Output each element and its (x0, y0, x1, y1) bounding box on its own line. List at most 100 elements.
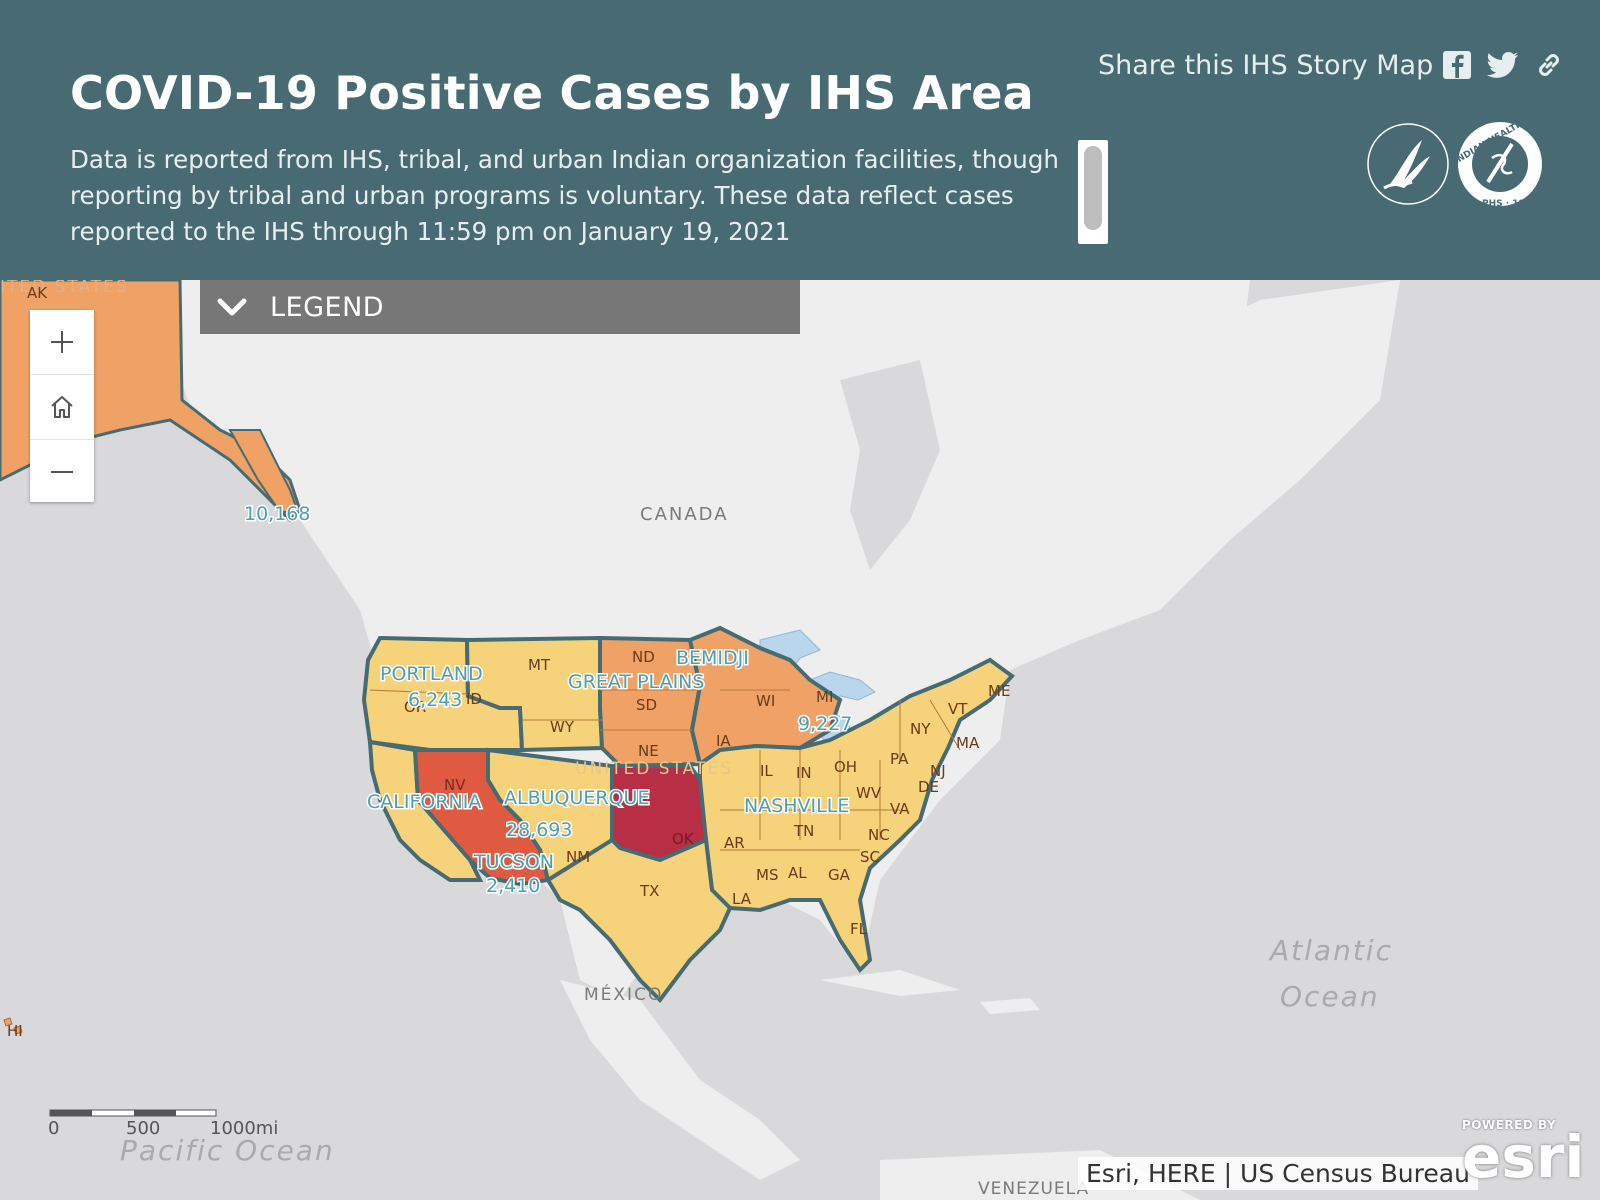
area-cases-albuquerque: 28,693 (506, 819, 572, 841)
state-label-ny: NY (910, 720, 931, 738)
state-label-hi: HI (7, 1022, 23, 1040)
state-label-me: ME (988, 682, 1010, 700)
greenland-landmass (1120, 280, 1250, 410)
area-cases-alaska: 10,168 (244, 503, 310, 525)
state-label-mi: MI (816, 688, 833, 706)
state-label-vt: VT (948, 700, 968, 718)
esri-wordmark: esri (1462, 1123, 1585, 1191)
state-label-id: ID (466, 690, 482, 708)
map-canvas[interactable]: CANADA MÉXICO UNITED STATES ITED STATES … (0, 280, 1600, 1200)
state-label-wy: WY (550, 718, 575, 736)
state-label-sc: SC (860, 848, 880, 866)
state-label-in: IN (796, 764, 812, 782)
state-label-ak: AK (27, 284, 48, 302)
svg-text:PHS · 1955: PHS · 1955 (1482, 199, 1537, 209)
twitter-icon[interactable] (1486, 48, 1520, 82)
label-atlantic-line1: Atlantic (1268, 934, 1393, 967)
state-label-ia: IA (716, 732, 731, 750)
ihs-area-labels: PORTLAND 6,243 CALIFORNIA ALBUQUERQUE 28… (243, 502, 854, 899)
alaska-panhandle (228, 429, 300, 513)
share-icons (1440, 48, 1566, 82)
state-label-oh: OH (834, 758, 857, 776)
esri-powered-label: POWERED BY (1462, 1118, 1557, 1132)
state-label-de: DE (918, 778, 939, 796)
scale-tick-1000: 1000mi (210, 1118, 278, 1139)
link-icon[interactable] (1532, 48, 1566, 82)
chevron-down-icon (217, 298, 247, 316)
state-label-nm: NM (566, 848, 590, 866)
label-usa: UNITED STATES (575, 759, 733, 779)
area-cases-portland: 6,243 (408, 689, 462, 711)
hispaniola-island (980, 998, 1040, 1014)
state-label-va: VA (890, 800, 910, 818)
label-mexico: MÉXICO (584, 983, 663, 1005)
area-label-tucson: TUCSON (473, 851, 554, 873)
state-label-tx: TX (639, 882, 659, 900)
scale-tick-500: 500 (126, 1118, 160, 1139)
area-label-great-plains: GREAT PLAINS (568, 671, 704, 693)
page-subtitle: Data is reported from IHS, tribal, and u… (70, 145, 1059, 246)
scale-tick-0: 0 (48, 1118, 59, 1139)
central-america-landmass (560, 980, 800, 1180)
state-label-al: AL (788, 864, 807, 882)
state-label-tn: TN (793, 822, 814, 840)
label-venezuela: VENEZUELA (978, 1179, 1089, 1199)
state-label-wi: WI (756, 692, 775, 710)
state-label-nv: NV (444, 776, 466, 794)
label-atlantic-line2: Ocean (1280, 980, 1380, 1013)
state-label-il: IL (760, 762, 773, 780)
state-labels: AK HI OR ID MT WY ND SD NE IA WI MI IL I… (7, 284, 1010, 1040)
state-label-la: LA (732, 890, 752, 908)
label-usa-alaska: ITED STATES (0, 280, 129, 297)
zoom-in-button[interactable] (30, 310, 94, 375)
area-cases-bemidji: 9,227 (798, 713, 852, 735)
state-label-fl: FL (850, 920, 868, 938)
state-label-ga: GA (828, 866, 851, 884)
area-label-california: CALIFORNIA (367, 791, 481, 813)
share-label: Share this IHS Story Map (1098, 50, 1434, 81)
area-label-albuquerque: ALBUQUERQUE (504, 787, 649, 809)
label-pacific: Pacific Ocean (120, 1134, 335, 1167)
state-label-ne: NE (638, 742, 659, 760)
texas-region (545, 837, 733, 1004)
bemidji-area (687, 625, 843, 768)
area-label-nashville: NASHVILLE (744, 795, 849, 817)
state-label-ms: MS (756, 866, 778, 884)
state-label-nd: ND (632, 648, 655, 666)
nashville-area (698, 657, 1015, 974)
map-attribution[interactable]: Esri, HERE | US Census Bureau (1078, 1157, 1478, 1190)
story-header: COVID-19 Positive Cases by IHS Area Data… (0, 0, 1600, 280)
esri-logo[interactable]: POWERED BY esri (1462, 1118, 1592, 1188)
scale-bar: 0 500 1000mi (48, 1109, 278, 1139)
legend-toggle[interactable]: LEGEND (200, 280, 800, 334)
home-button[interactable] (30, 375, 94, 440)
state-label-nc: NC (868, 826, 890, 844)
state-label-ma: MA (956, 734, 980, 752)
state-label-ar: AR (724, 834, 745, 852)
home-icon (51, 396, 73, 418)
area-label-portland: PORTLAND (380, 663, 483, 685)
cuba-island (820, 970, 960, 996)
facebook-icon[interactable] (1440, 48, 1474, 82)
hhs-ihs-seal-logo: INDIAN HEALTH SERVICE PHS · 1955 (1367, 112, 1560, 209)
state-label-mt: MT (528, 656, 551, 674)
page-title: COVID-19 Positive Cases by IHS Area (70, 66, 1034, 120)
legend-label: LEGEND (270, 291, 385, 323)
label-canada: CANADA (640, 504, 729, 525)
plus-icon (51, 331, 73, 353)
hawaii-islands (3, 1017, 23, 1035)
minus-icon (51, 471, 73, 473)
state-label-sd: SD (636, 696, 657, 714)
state-label-or: OR (404, 698, 426, 716)
scrollbar-thumb[interactable] (1084, 146, 1102, 230)
zoom-controls (30, 310, 94, 502)
phoenix-area (412, 748, 551, 887)
state-label-ok: OK (672, 830, 695, 848)
state-label-wv: WV (856, 784, 882, 802)
state-label-pa: PA (890, 750, 909, 768)
area-cases-tucson: 2,410 (486, 875, 540, 897)
zoom-out-button[interactable] (30, 440, 94, 504)
state-label-nj: NJ (930, 762, 946, 780)
area-label-bemidji: BEMIDJI (676, 647, 749, 669)
state-borders (369, 689, 961, 851)
